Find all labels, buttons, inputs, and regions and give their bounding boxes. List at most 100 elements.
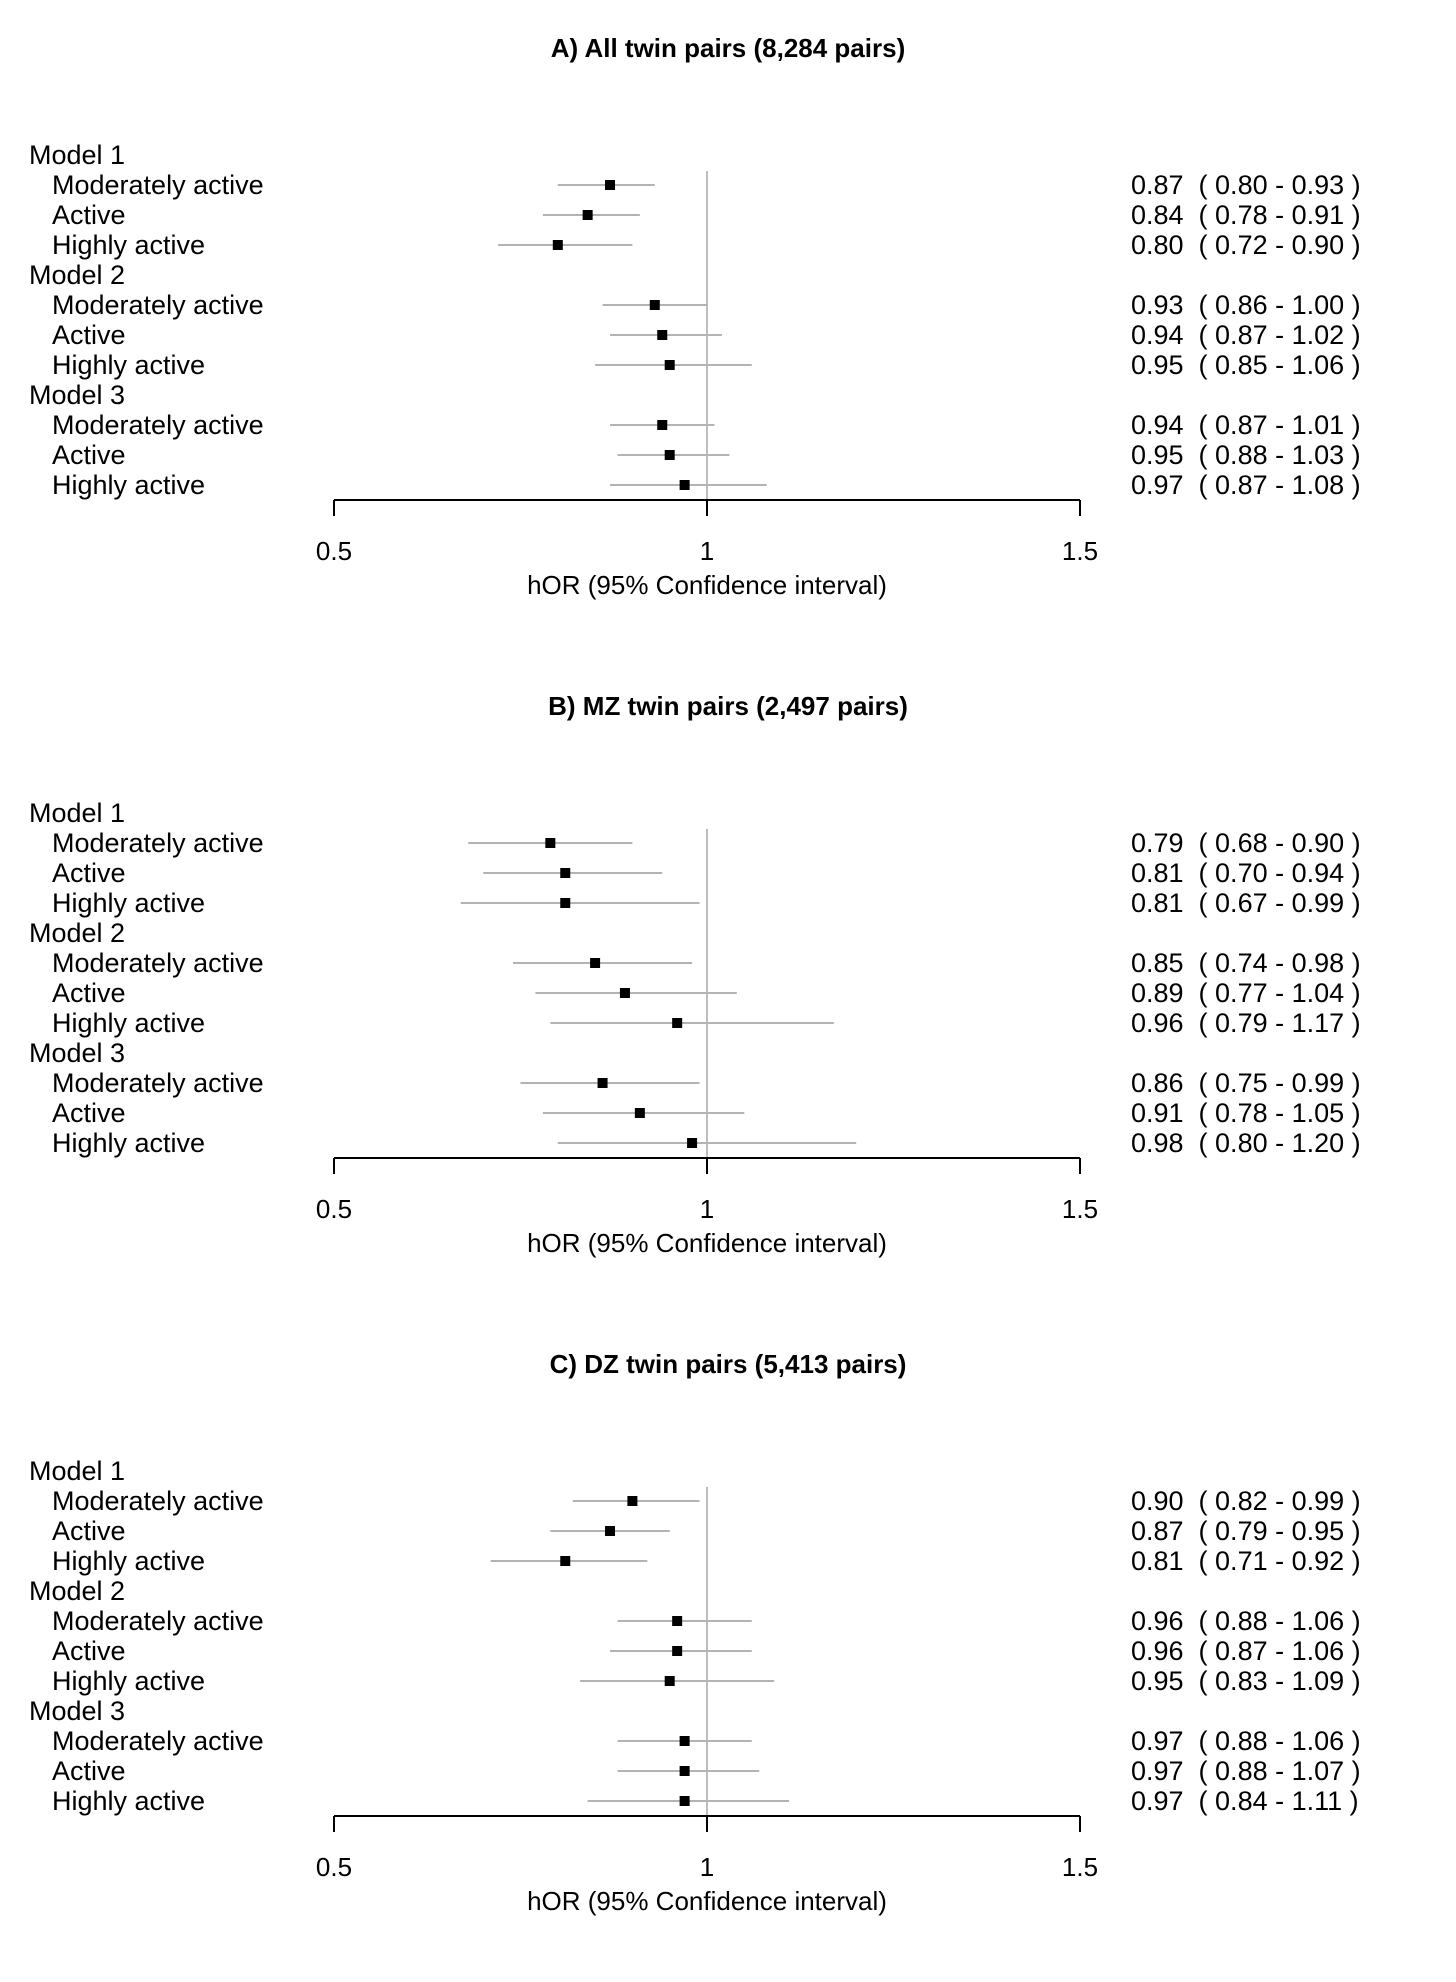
model-label: Model 3: [29, 1696, 126, 1726]
estimate-marker: [649, 300, 660, 310]
chart-title: B) MZ twin pairs (2,497 pairs): [548, 691, 908, 721]
x-tick-label: 0.5: [315, 536, 353, 566]
estimate-text: 0.93 ( 0.86 - 1.00 ): [1131, 290, 1361, 320]
estimate-text: 0.79 ( 0.68 - 0.90 ): [1131, 828, 1361, 858]
row-label: Highly active: [52, 230, 206, 260]
estimate-marker: [560, 898, 571, 908]
row-label: Moderately active: [52, 410, 264, 440]
estimate-marker: [597, 1078, 608, 1088]
x-tick-label: 0.5: [315, 1852, 353, 1882]
estimate-marker: [605, 180, 616, 190]
estimate-marker: [560, 868, 571, 878]
row-label: Moderately active: [52, 1606, 264, 1636]
estimate-marker: [679, 1766, 690, 1776]
estimate-text: 0.97 ( 0.87 - 1.08 ): [1131, 470, 1361, 500]
estimate-marker: [619, 988, 630, 998]
row-label: Highly active: [52, 1786, 206, 1816]
estimate-marker: [627, 1496, 638, 1506]
forest-plot-canvas: [333, 1487, 1081, 1832]
estimate-text: 0.94 ( 0.87 - 1.02 ): [1131, 320, 1361, 350]
estimate-marker: [672, 1018, 683, 1028]
row-label: Highly active: [52, 1128, 206, 1158]
row-label: Moderately active: [52, 170, 264, 200]
estimate-text: 0.87 ( 0.79 - 0.95 ): [1131, 1516, 1361, 1546]
estimate-text: 0.81 ( 0.70 - 0.94 ): [1131, 858, 1361, 888]
estimate-text: 0.96 ( 0.79 - 1.17 ): [1131, 1008, 1361, 1038]
estimate-marker: [657, 420, 668, 430]
row-label: Highly active: [52, 470, 206, 500]
forest-panel-b: B) MZ twin pairs (2,497 pairs) Model 1 Mod…: [0, 658, 1456, 1318]
estimate-text: 0.87 ( 0.80 - 0.93 ): [1131, 170, 1361, 200]
estimate-text: 0.95 ( 0.85 - 1.06 ): [1131, 350, 1361, 380]
x-tick-label: 1.5: [1061, 1852, 1099, 1882]
x-tick-label: 1.5: [1061, 1194, 1099, 1224]
row-label: Active: [52, 1756, 126, 1786]
x-tick-label: 0.5: [315, 1194, 353, 1224]
estimate-text: 0.81 ( 0.67 - 0.99 ): [1131, 888, 1361, 918]
estimate-text: 0.81 ( 0.71 - 0.92 ): [1131, 1546, 1361, 1576]
estimate-marker: [679, 1796, 690, 1806]
estimate-text: 0.89 ( 0.77 - 1.04 ): [1131, 978, 1361, 1008]
row-label: Moderately active: [52, 1068, 264, 1098]
x-tick-label: 1: [699, 1852, 715, 1882]
estimate-marker: [657, 330, 668, 340]
estimate-text: 0.97 ( 0.84 - 1.11 ): [1131, 1786, 1359, 1816]
row-label: Active: [52, 1636, 126, 1666]
estimate-text: 0.95 ( 0.83 - 1.09 ): [1131, 1666, 1361, 1696]
x-axis-label: hOR (95% Confidence interval): [527, 1228, 887, 1258]
row-label: Moderately active: [52, 1486, 264, 1516]
forest-plot-canvas: [333, 171, 1081, 516]
row-label: Moderately active: [52, 1726, 264, 1756]
estimate-marker: [664, 450, 675, 460]
model-label: Model 1: [29, 1456, 126, 1486]
x-tick-label: 1: [699, 1194, 715, 1224]
row-label: Active: [52, 440, 126, 470]
model-label: Model 2: [29, 260, 126, 290]
estimate-marker: [582, 210, 593, 220]
estimate-marker: [590, 958, 601, 968]
model-label: Model 1: [29, 798, 126, 828]
row-label: Moderately active: [52, 948, 264, 978]
estimate-text: 0.94 ( 0.87 - 1.01 ): [1131, 410, 1361, 440]
row-label: Highly active: [52, 1546, 206, 1576]
chart-title: C) DZ twin pairs (5,413 pairs): [549, 1349, 907, 1379]
model-label: Model 1: [29, 140, 126, 170]
row-label: Active: [52, 320, 126, 350]
row-label: Highly active: [52, 1008, 206, 1038]
estimate-marker: [679, 1736, 690, 1746]
model-label: Model 3: [29, 1038, 126, 1068]
estimate-text: 0.85 ( 0.74 - 0.98 ): [1131, 948, 1361, 978]
row-label: Highly active: [52, 888, 206, 918]
row-label: Highly active: [52, 1666, 206, 1696]
chart-title: A) All twin pairs (8,284 pairs): [550, 33, 906, 63]
estimate-text: 0.86 ( 0.75 - 0.99 ): [1131, 1068, 1361, 1098]
estimate-marker: [664, 360, 675, 370]
row-label: Moderately active: [52, 290, 264, 320]
estimate-marker: [545, 838, 556, 848]
estimate-text: 0.80 ( 0.72 - 0.90 ): [1131, 230, 1361, 260]
estimate-text: 0.91 ( 0.78 - 1.05 ): [1131, 1098, 1361, 1128]
model-label: Model 3: [29, 380, 126, 410]
x-tick-label: 1.5: [1061, 536, 1099, 566]
estimate-text: 0.84 ( 0.78 - 0.91 ): [1131, 200, 1361, 230]
estimate-marker: [605, 1526, 616, 1536]
forest-panel-a: A) All twin pairs (8,284 pairs) Model 1 Mo…: [0, 0, 1456, 660]
estimate-text: 0.97 ( 0.88 - 1.07 ): [1131, 1756, 1361, 1786]
model-label: Model 2: [29, 918, 126, 948]
row-label: Moderately active: [52, 828, 264, 858]
estimate-marker: [679, 480, 690, 490]
row-label: Active: [52, 858, 126, 888]
x-axis-label: hOR (95% Confidence interval): [527, 1886, 887, 1916]
estimate-text: 0.98 ( 0.80 - 1.20 ): [1131, 1128, 1361, 1158]
model-label: Model 2: [29, 1576, 126, 1606]
estimate-marker: [552, 240, 563, 250]
x-axis-label: hOR (95% Confidence interval): [527, 570, 887, 600]
estimate-text: 0.90 ( 0.82 - 0.99 ): [1131, 1486, 1361, 1516]
row-label: Active: [52, 978, 126, 1008]
forest-panel-c: C) DZ twin pairs (5,413 pairs) Model 1 Mod…: [0, 1316, 1456, 1976]
forest-plot-canvas: [333, 829, 1081, 1174]
estimate-marker: [672, 1616, 683, 1626]
estimate-marker: [687, 1138, 698, 1148]
x-tick-label: 1: [699, 536, 715, 566]
estimate-marker: [560, 1556, 571, 1566]
